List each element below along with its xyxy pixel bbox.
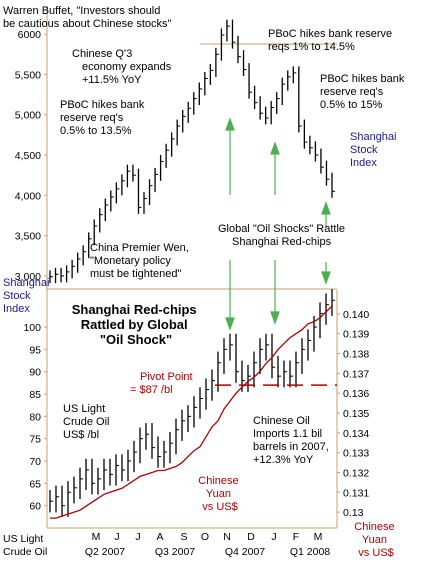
upper-y-tick-label: 5,000 (15, 110, 41, 122)
right-y-tick-label: 0.139 (343, 329, 369, 341)
annotation-us-crude: US Light Crude Oil US$ /bl (63, 403, 113, 441)
right-y-tick-label: 0.135 (343, 408, 369, 420)
x-month-label: M (314, 531, 323, 543)
lower-title: Shanghai Red-chips Rattled by Global "Oi… (72, 302, 201, 347)
arrow-3-head-up (321, 201, 331, 215)
annotation-oil-imports: Chinese Oil Imports 1.1 bil barrels in 2… (253, 415, 332, 466)
lower-y-tick-label: 60 (29, 501, 41, 513)
lower-y-tick-label: 90 (29, 367, 41, 379)
x-quarter-label: Q2 2007 (85, 546, 125, 558)
lower-y-tick-label: 65 (29, 478, 41, 490)
x-month-label: F (293, 531, 299, 543)
x-quarter-label: Q3 2007 (155, 546, 195, 558)
annotation-oil-shocks: Global "Oil Shocks" Rattle Shanghai Red-… (218, 223, 348, 248)
annotation-buffet: Warren Buffet, "Investors should be caut… (3, 5, 171, 30)
annotation-q3-economy: Chinese Q'3 economy expands +11.5% YoY (72, 48, 174, 86)
right-y-tick-label: 0.140 (343, 309, 369, 321)
x-axis-labels: M J J A S O N D J F M Q2 2007 Q3 2007 Q4 2007 Q1 2008 (85, 531, 330, 558)
x-month-label: D (247, 531, 255, 543)
lower-y-tick-label: 100 (23, 322, 41, 334)
arrow-1b-head-down (225, 317, 235, 331)
lower-y-tick-label: 80 (29, 411, 41, 423)
x-month-label: A (156, 531, 163, 543)
lower-y-tick-label: 70 (29, 456, 41, 468)
annotation-yuan: Chinese Yuan vs US$ (198, 475, 241, 513)
annotation-pboc-14-5: PBoC hikes bank reserve reqs 1% to 14.5% (268, 28, 395, 53)
right-y-tick-label: 0.131 (343, 487, 369, 499)
arrow-2b-head-down (270, 311, 280, 325)
arrow-1-head-up (225, 117, 235, 131)
upper-y-tick-label: 3,500 (15, 231, 41, 243)
shanghai-series-label: Shanghai Stock Index (350, 131, 400, 169)
annotation-pboc-15: PBoC hikes bank reserve req's 0.5% to 15… (320, 73, 407, 111)
upper-y-tick-label: 3,000 (15, 271, 41, 283)
annotation-pivot: Pivot Point = $87 /bl (130, 371, 196, 396)
x-month-label: O (201, 531, 209, 543)
yuan-line (50, 305, 333, 519)
x-quarter-label: Q4 2007 (225, 546, 265, 558)
x-month-label: J (135, 531, 140, 543)
oil-price-bars (49, 289, 335, 517)
right-y-ticks: 0.140 0.139 0.138 0.137 0.136 0.135 0.134 0.133… (337, 309, 369, 519)
right-y-tick-label: 0.137 (343, 368, 369, 380)
right-y-tick-label: 0.134 (343, 428, 369, 440)
annotation-premier-wen: China Premier Wen, "Monetary policy must… (90, 242, 192, 280)
shanghai-index-bars (49, 19, 335, 284)
right-y-tick-label: 0.133 (343, 448, 369, 460)
lower-y-ticks: 100 95 90 85 80 75 70 65 60 (23, 322, 47, 513)
arrow-3b-head-down (321, 271, 331, 285)
upper-y-ticks: 6000 5,500 5,000 4,500 4,000 3,500 3,000 (15, 29, 47, 283)
x-month-label: M (92, 531, 101, 543)
upper-y-tick-label: 6000 (18, 29, 42, 41)
upper-y-tick-label: 4,000 (15, 190, 41, 202)
right-y-tick-label: 0.138 (343, 349, 369, 361)
annotation-pboc-13-5: PBoC hikes bank reserve req's 0.5% to 13… (60, 99, 147, 137)
shanghai-axis-label: Shanghai Stock Index (3, 277, 53, 315)
right-y-tick-label: 0.13 (343, 507, 364, 519)
yuan-polyline (50, 305, 333, 519)
lower-y-tick-label: 75 (29, 434, 41, 446)
upper-y-tick-label: 4,500 (15, 150, 41, 162)
arrow-2-head-up (270, 141, 280, 155)
x-month-label: J (114, 531, 119, 543)
green-arrows (225, 117, 331, 331)
right-y-tick-label: 0.132 (343, 467, 369, 479)
lower-y-tick-label: 95 (29, 344, 41, 356)
x-month-label: N (223, 531, 231, 543)
x-month-label: S (180, 531, 187, 543)
yuan-axis-label: Chinese Yuan vs US$ (354, 521, 397, 559)
x-quarter-label: Q1 2008 (290, 546, 330, 558)
lower-y-tick-label: 85 (29, 389, 41, 401)
x-month-label: J (271, 531, 276, 543)
right-y-tick-label: 0.136 (343, 388, 369, 400)
upper-y-tick-label: 5,500 (15, 69, 41, 81)
crude-axis-label: US Light Crude Oil (3, 533, 47, 558)
